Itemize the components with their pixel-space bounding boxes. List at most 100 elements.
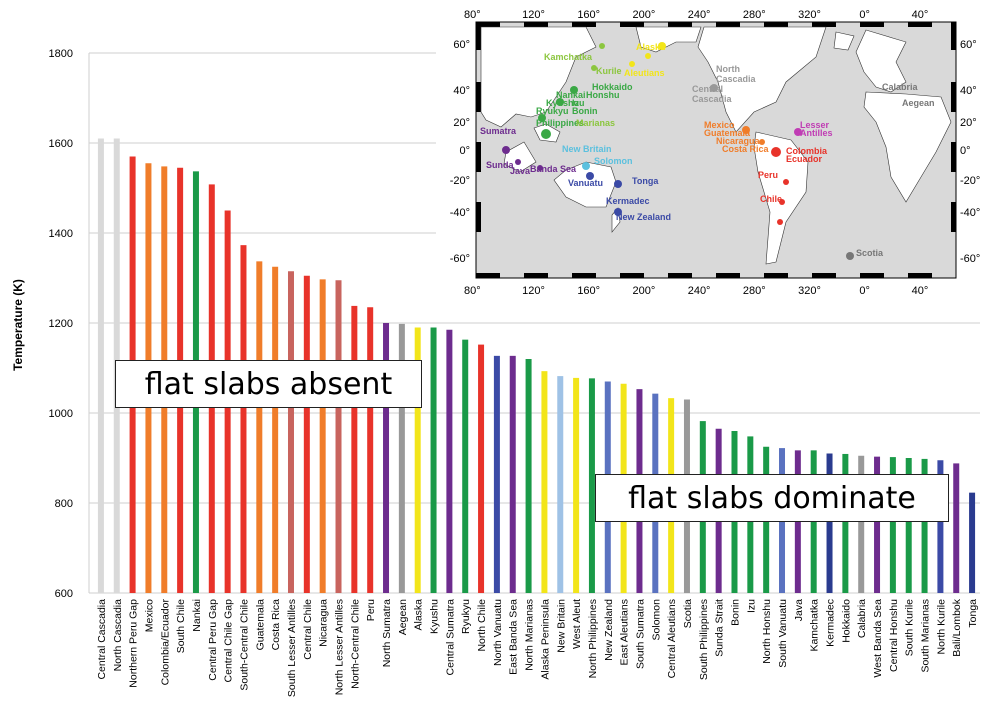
map-lon-label: 160° (577, 9, 600, 21)
bar (842, 453, 849, 593)
bar (826, 453, 833, 593)
bar (335, 280, 342, 593)
map-lon-label: 120° (522, 285, 545, 297)
bar (541, 371, 548, 593)
map-lon-label: 40° (912, 285, 929, 297)
bar (446, 329, 453, 593)
x-tick-label: South Philippines (698, 599, 710, 680)
map-lon-label: 80° (464, 285, 481, 297)
map-zone-label: Colombia (786, 146, 828, 156)
map-zone-label: Antilles (800, 128, 833, 138)
map-lon-label: 0° (859, 9, 870, 21)
bar (858, 455, 865, 593)
bar (921, 458, 928, 593)
x-tick-label: Colombia/Ecuador (159, 599, 171, 686)
bar (383, 323, 390, 593)
map-lon-label: 320° (798, 285, 821, 297)
map-zone-label: Solomon (594, 156, 633, 166)
map-zone-label: Kurile (596, 66, 622, 76)
map-lat-label: -60° (450, 253, 470, 265)
map-lon-label: 240° (688, 285, 711, 297)
x-tick-label: Solomon (650, 599, 662, 641)
map-zone-label: Nankai (556, 90, 586, 100)
bar (351, 305, 358, 593)
bar (905, 458, 912, 593)
map-zone-label: New Zealand (616, 212, 671, 222)
map-zone-label: Java (510, 166, 531, 176)
x-tick-label: North-Central Chile (349, 599, 361, 689)
bar (509, 355, 516, 593)
bar (937, 460, 944, 593)
x-tick-label: Scotia (682, 599, 694, 628)
map-frame-ticks (476, 22, 956, 278)
map-zone-label: Aleutians (624, 68, 665, 78)
map-zone-label: Bonin (572, 106, 598, 116)
map-zone-label: Guatemala (704, 128, 751, 138)
bar (240, 245, 247, 593)
x-tick-label: Central Sumatra (444, 599, 456, 676)
x-tick-label: Sunda Strait (714, 599, 726, 657)
map-lat-label: 40° (960, 85, 977, 97)
map-zone-label: Chile (760, 194, 782, 204)
y-tick-label: 1200 (49, 318, 73, 330)
x-tick-labels: Central Cascadia North Cascadia Northern P… (96, 598, 979, 697)
x-tick-label: Kamchatka (809, 599, 821, 652)
map-lat-label: 40° (453, 85, 470, 97)
map-lon-label: 160° (577, 285, 600, 297)
map-zone-label: Cascadia (716, 74, 757, 84)
bar (953, 463, 960, 593)
x-tick-label: Izu (745, 599, 757, 613)
zone-markers (502, 42, 854, 260)
x-tick-label: North Lesser Antilles (334, 599, 346, 695)
x-tick-label: South Lesser Antilles (286, 599, 298, 697)
x-tick-label: North Chile (476, 599, 488, 652)
x-tick-label: East Banda Sea (508, 599, 520, 675)
x-tick-label: West Banda Sea (872, 599, 884, 678)
map-zone-label: Ecuador (786, 154, 823, 164)
bar (557, 376, 564, 593)
x-tick-label: Nicaragua (318, 599, 330, 647)
y-tick-label: 1600 (49, 138, 73, 150)
x-tick-label: Alaska (413, 599, 425, 631)
map-lat-label: 0° (960, 145, 971, 157)
map-lon-label: 40° (912, 9, 929, 21)
x-tick-label: South-Central Chile (238, 599, 250, 691)
map-zone-label: Nicaragua (716, 136, 761, 146)
y-tick-label: 1000 (49, 408, 73, 420)
map-lat-label: 20° (960, 117, 977, 129)
x-tick-label: Aegean (397, 599, 409, 635)
bar (588, 378, 595, 593)
x-tick-label: Kyushu (429, 599, 441, 634)
x-tick-label: Ryukyu (460, 599, 472, 634)
bar (256, 261, 263, 593)
x-tick-label: Tonga (967, 599, 979, 628)
y-tick-label: 1800 (49, 48, 73, 60)
map-longitude-labels-top: 80° 120° 160° 200° 240° 280° 320° 0° 40° (464, 9, 928, 21)
x-tick-label: South Sumatra (634, 599, 646, 669)
map-latitude-labels-right: 60° 40° 20° 0° -20° -40° -60° (960, 39, 980, 265)
bar (573, 377, 580, 593)
x-tick-label: Northern Peru Gap (128, 599, 140, 688)
map-zone-label: Tonga (632, 176, 659, 186)
x-tick-label: Bonin (729, 599, 741, 626)
x-tick-label: Java (793, 599, 805, 621)
x-tick-label: North Vanuatu (492, 599, 504, 666)
map-zone-label: Kamchatka (544, 52, 593, 62)
x-tick-label: Kermadec (825, 599, 837, 647)
x-tick-label: South Kurile (904, 599, 916, 656)
map-lon-label: 320° (798, 9, 821, 21)
y-tick-label: 1400 (49, 228, 73, 240)
map-zone-label: Kyushu (546, 98, 579, 108)
map-zone-label: Mexico (704, 120, 735, 130)
x-tick-label: Calabria (856, 599, 868, 638)
x-tick-label: West Aleut (571, 599, 583, 649)
map-lon-label: 80° (464, 9, 481, 21)
y-axis-label: Temperature (K) (11, 279, 25, 371)
x-tick-label: Nankai (191, 599, 203, 632)
map-zone-label: Costa Rica (722, 144, 770, 154)
x-tick-label: New Zealand (603, 599, 615, 661)
map-lon-label: 0° (859, 285, 870, 297)
annotation-flat-slabs-absent: flat slabs absent (115, 360, 422, 408)
map-zone-label: Vanuatu (568, 178, 603, 188)
